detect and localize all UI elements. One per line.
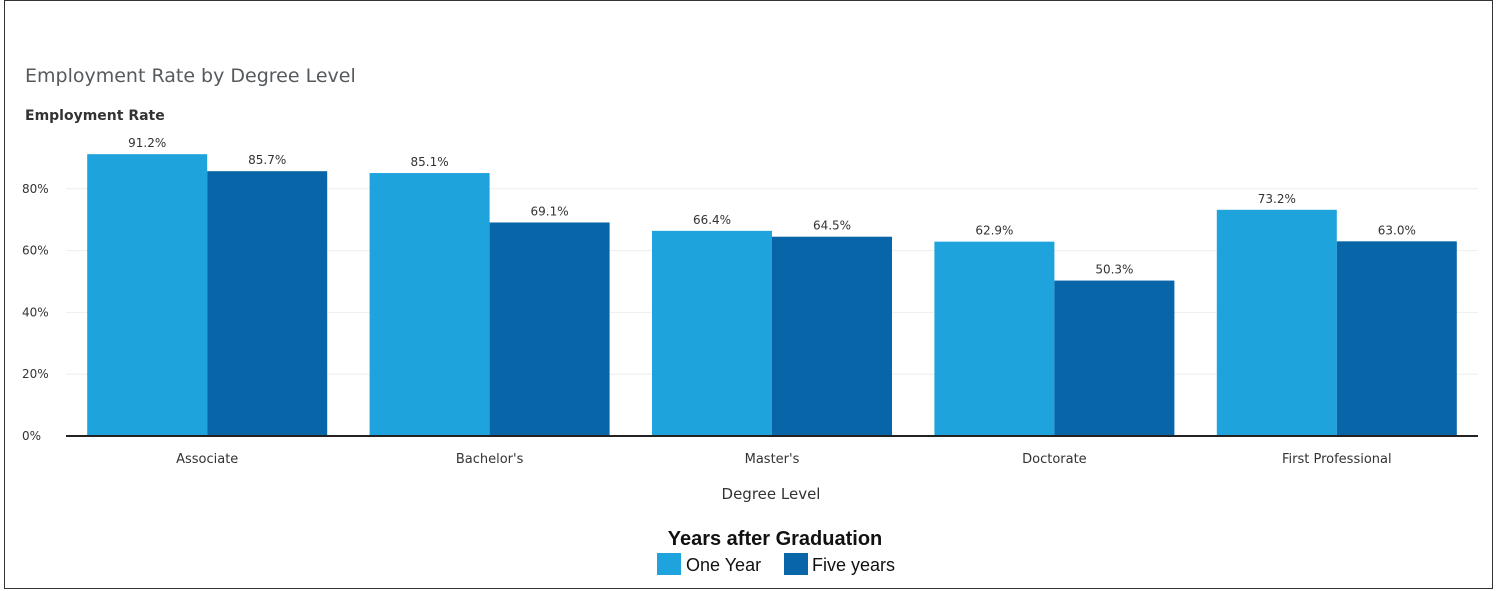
x-tick-label: Bachelor's	[456, 452, 524, 467]
bar	[87, 154, 208, 436]
data-label: 66.4%	[693, 213, 731, 227]
legend-label: One Year	[686, 555, 761, 575]
legend-label: Five years	[812, 555, 895, 575]
y-axis-label: Employment Rate	[25, 108, 165, 124]
y-tick-label: 20%	[22, 367, 49, 381]
bar	[772, 236, 892, 436]
bar	[369, 173, 490, 436]
x-tick-label: First Professional	[1282, 452, 1392, 467]
x-axis-ticks: Associate Bachelor's Master's Doctorate Firs…	[176, 452, 1392, 467]
x-axis-label: Degree Level	[722, 485, 821, 503]
legend-swatch	[784, 553, 808, 575]
x-tick-label: Associate	[176, 452, 238, 467]
bar	[652, 230, 772, 436]
y-tick-label: 40%	[22, 305, 49, 319]
legend-swatch	[657, 553, 681, 575]
data-labels: 91.2% 85.7% 85.1% 69.1% 66.4% 64.5% 62.9% 50.3%…	[128, 136, 1416, 276]
bar	[1216, 209, 1337, 436]
data-label: 50.3%	[1095, 263, 1133, 277]
data-label: 91.2%	[128, 136, 166, 150]
y-tick-label: 0%	[22, 429, 41, 443]
data-label: 62.9%	[975, 224, 1013, 238]
y-tick-label: 80%	[22, 182, 49, 196]
bar	[489, 222, 610, 436]
legend: One Year Five years	[657, 553, 895, 575]
bar	[934, 241, 1055, 436]
y-tick-label: 60%	[22, 244, 49, 258]
data-label: 63.0%	[1378, 223, 1416, 237]
bar	[1054, 280, 1175, 436]
data-label: 73.2%	[1258, 192, 1296, 206]
bars	[87, 154, 1457, 436]
chart-title: Employment Rate by Degree Level	[25, 65, 356, 87]
bar	[1336, 241, 1457, 436]
x-tick-label: Master's	[745, 452, 800, 467]
data-label: 64.5%	[813, 219, 851, 233]
bar	[207, 171, 328, 436]
data-label: 85.1%	[411, 155, 449, 169]
x-tick-label: Doctorate	[1022, 452, 1087, 467]
data-label: 69.1%	[531, 204, 569, 218]
data-label: 85.7%	[248, 153, 286, 167]
legend-title: Years after Graduation	[668, 528, 883, 550]
y-axis-ticks: 0% 20% 40% 60% 80%	[22, 182, 49, 443]
